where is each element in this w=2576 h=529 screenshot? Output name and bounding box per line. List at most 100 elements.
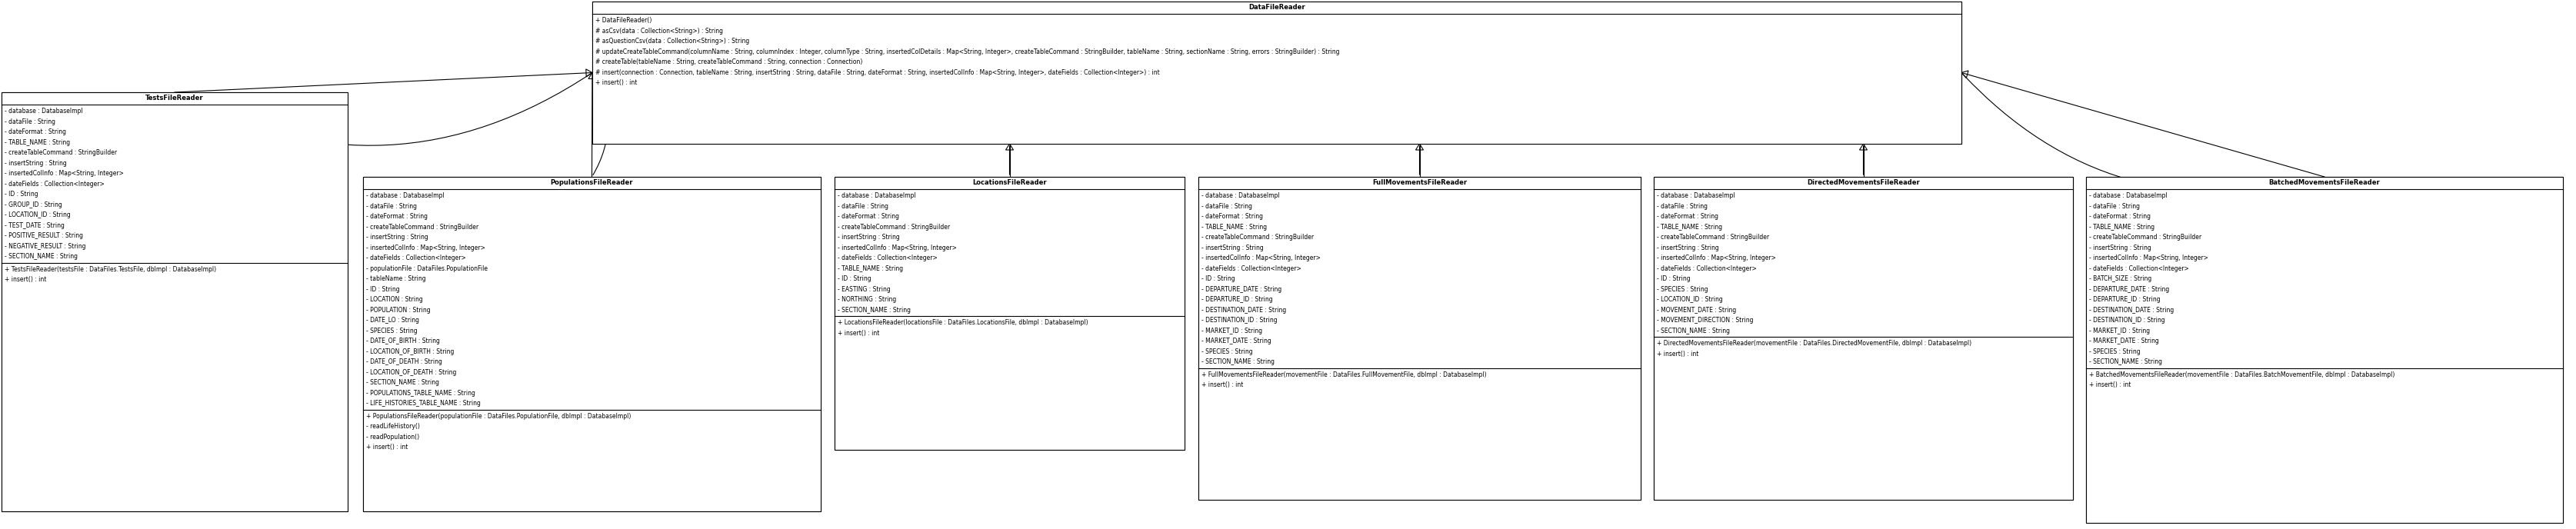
Text: - POPULATIONS_TABLE_NAME : String: - POPULATIONS_TABLE_NAME : String: [366, 390, 474, 397]
Text: - MOVEMENT_DIRECTION : String: - MOVEMENT_DIRECTION : String: [1656, 317, 1754, 324]
Text: - DESTINATION_ID : String: - DESTINATION_ID : String: [2089, 317, 2164, 324]
Bar: [1198, 177, 1641, 500]
Text: - dateFormat : String: - dateFormat : String: [5, 129, 67, 135]
Text: - insertString : String: - insertString : String: [837, 234, 899, 241]
Text: - SPECIES : String: - SPECIES : String: [2089, 348, 2141, 355]
Bar: [2087, 177, 2563, 523]
Text: - dateFields : Collection<Integer>: - dateFields : Collection<Integer>: [366, 254, 466, 262]
Text: + insert() : int: + insert() : int: [837, 330, 878, 336]
Text: - SPECIES : String: - SPECIES : String: [366, 327, 417, 334]
Text: - insertString : String: - insertString : String: [1200, 244, 1265, 251]
Bar: [592, 2, 1960, 144]
Text: - LOCATION_ID : String: - LOCATION_ID : String: [5, 212, 70, 218]
Text: - dataFile : String: - dataFile : String: [1200, 203, 1252, 209]
Text: - createTableCommand : StringBuilder: - createTableCommand : StringBuilder: [5, 149, 116, 156]
Text: - insertedColInfo : Map<String, Integer>: - insertedColInfo : Map<String, Integer>: [1200, 254, 1321, 262]
Text: - insertString : String: - insertString : String: [366, 234, 428, 241]
Text: - database : DatabaseImpl: - database : DatabaseImpl: [1200, 193, 1280, 199]
Text: BatchedMovementsFileReader: BatchedMovementsFileReader: [2269, 179, 2380, 186]
Text: - dateFormat : String: - dateFormat : String: [1656, 213, 1718, 220]
Text: - BATCH_SIZE : String: - BATCH_SIZE : String: [2089, 276, 2151, 282]
Text: - dateFields : Collection<Integer>: - dateFields : Collection<Integer>: [5, 180, 106, 187]
Bar: [3, 92, 348, 512]
Text: - DATE_OF_BIRTH : String: - DATE_OF_BIRTH : String: [366, 338, 440, 345]
Text: + insert() : int: + insert() : int: [595, 79, 636, 86]
Text: - dateFields : Collection<Integer>: - dateFields : Collection<Integer>: [1200, 265, 1301, 272]
Text: - TABLE_NAME : String: - TABLE_NAME : String: [1656, 224, 1723, 231]
Text: - dateFields : Collection<Integer>: - dateFields : Collection<Integer>: [1656, 265, 1757, 272]
Text: - dataFile : String: - dataFile : String: [1656, 203, 1708, 209]
Text: - SECTION_NAME : String: - SECTION_NAME : String: [837, 307, 912, 314]
Text: - insertedColInfo : Map<String, Integer>: - insertedColInfo : Map<String, Integer>: [837, 244, 956, 251]
Text: - dateFormat : String: - dateFormat : String: [837, 213, 899, 220]
Text: + insert() : int: + insert() : int: [2089, 381, 2130, 388]
Text: - LOCATION_OF_BIRTH : String: - LOCATION_OF_BIRTH : String: [366, 348, 453, 355]
Text: - readLifeHistory(): - readLifeHistory(): [366, 423, 420, 430]
Text: + DirectedMovementsFileReader(movementFile : DataFiles.DirectedMovementFile, dbI: + DirectedMovementsFileReader(movementFi…: [1656, 340, 1971, 347]
Text: # asQuestionCsv(data : Collection<String>) : String: # asQuestionCsv(data : Collection<String…: [595, 38, 750, 45]
Text: - database : DatabaseImpl: - database : DatabaseImpl: [837, 193, 917, 199]
Text: - dataFile : String: - dataFile : String: [5, 118, 54, 125]
Text: - ID : String: - ID : String: [837, 276, 871, 282]
Text: + insert() : int: + insert() : int: [595, 79, 636, 86]
Text: - TABLE_NAME : String: - TABLE_NAME : String: [5, 139, 70, 146]
Text: DirectedMovementsFileReader: DirectedMovementsFileReader: [1806, 179, 1919, 186]
Text: - database : DatabaseImpl: - database : DatabaseImpl: [366, 193, 443, 199]
Text: - MARKET_ID : String: - MARKET_ID : String: [1200, 327, 1262, 334]
Text: + PopulationsFileReader(populationFile : DataFiles.PopulationFile, dbImpl : Data: + PopulationsFileReader(populationFile :…: [366, 413, 631, 419]
Text: - insertString : String: - insertString : String: [5, 160, 67, 167]
Text: - MARKET_ID : String: - MARKET_ID : String: [2089, 327, 2151, 334]
Bar: [2087, 177, 2563, 189]
Text: - database : DatabaseImpl: - database : DatabaseImpl: [5, 108, 82, 115]
Text: TestsFileReader: TestsFileReader: [144, 95, 204, 102]
Text: - database : DatabaseImpl: - database : DatabaseImpl: [1656, 193, 1736, 199]
Text: - LOCATION_OF_BIRTH : String: - LOCATION_OF_BIRTH : String: [366, 348, 453, 355]
Text: - NORTHING : String: - NORTHING : String: [837, 296, 896, 303]
Text: - POPULATION : String: - POPULATION : String: [366, 307, 430, 314]
Text: - DATE_LO : String: - DATE_LO : String: [366, 317, 420, 324]
Text: - dataFile : String: - dataFile : String: [1656, 203, 1708, 209]
Text: - BATCH_SIZE : String: - BATCH_SIZE : String: [2089, 276, 2151, 282]
Text: - DEPARTURE_DATE : String: - DEPARTURE_DATE : String: [2089, 286, 2169, 293]
Text: - populationFile : DataFiles.PopulationFile: - populationFile : DataFiles.PopulationF…: [366, 265, 487, 272]
Text: - TABLE_NAME : String: - TABLE_NAME : String: [837, 265, 904, 272]
Text: - insertString : String: - insertString : String: [5, 160, 67, 167]
Text: - insertedColInfo : Map<String, Integer>: - insertedColInfo : Map<String, Integer>: [1656, 254, 1775, 262]
Text: - createTableCommand : StringBuilder: - createTableCommand : StringBuilder: [837, 224, 951, 231]
Text: - populationFile : DataFiles.PopulationFile: - populationFile : DataFiles.PopulationF…: [366, 265, 487, 272]
Text: - DEPARTURE_ID : String: - DEPARTURE_ID : String: [2089, 296, 2161, 303]
Text: - NEGATIVE_RESULT : String: - NEGATIVE_RESULT : String: [5, 243, 85, 250]
Text: - ID : String: - ID : String: [366, 286, 399, 293]
Text: - LOCATION : String: - LOCATION : String: [366, 296, 422, 303]
Text: - TEST_DATE : String: - TEST_DATE : String: [5, 222, 64, 229]
Text: + insert() : int: + insert() : int: [1200, 381, 1244, 388]
Text: - DEPARTURE_DATE : String: - DEPARTURE_DATE : String: [1200, 286, 1283, 293]
Text: PopulationsFileReader: PopulationsFileReader: [551, 179, 634, 186]
Text: - MARKET_DATE : String: - MARKET_DATE : String: [1200, 338, 1273, 345]
Text: - dataFile : String: - dataFile : String: [366, 203, 417, 209]
Text: - DESTINATION_ID : String: - DESTINATION_ID : String: [1200, 317, 1278, 324]
Text: FullMovementsFileReader: FullMovementsFileReader: [1373, 179, 1466, 186]
Text: - LOCATION_ID : String: - LOCATION_ID : String: [1656, 296, 1723, 303]
Text: - insertString : String: - insertString : String: [366, 234, 428, 241]
Text: - dateFormat : String: - dateFormat : String: [1200, 213, 1262, 220]
Bar: [363, 177, 822, 189]
Text: # asCsv(data : Collection<String>) : String: # asCsv(data : Collection<String>) : Str…: [595, 28, 724, 34]
Text: - MOVEMENT_DATE : String: - MOVEMENT_DATE : String: [1656, 307, 1736, 314]
Text: - dateFields : Collection<Integer>: - dateFields : Collection<Integer>: [1656, 265, 1757, 272]
Text: # asCsv(data : Collection<String>) : String: # asCsv(data : Collection<String>) : Str…: [595, 28, 724, 34]
Bar: [1198, 177, 1641, 189]
Text: + FullMovementsFileReader(movementFile : DataFiles.FullMovementFile, dbImpl : Da: + FullMovementsFileReader(movementFile :…: [1200, 371, 1486, 378]
Text: - readPopulation(): - readPopulation(): [366, 433, 420, 440]
Bar: [835, 177, 1185, 189]
Text: + LocationsFileReader(locationsFile : DataFiles.LocationsFile, dbImpl : Database: + LocationsFileReader(locationsFile : Da…: [837, 320, 1087, 326]
Text: LocationsFileReader: LocationsFileReader: [971, 179, 1046, 186]
Text: - DESTINATION_DATE : String: - DESTINATION_DATE : String: [2089, 307, 2174, 314]
Bar: [2087, 177, 2563, 523]
Text: - SECTION_NAME : String: - SECTION_NAME : String: [1656, 327, 1731, 334]
Text: - ID : String: - ID : String: [5, 191, 39, 198]
Text: - insertString : String: - insertString : String: [1656, 244, 1718, 251]
Text: - LIFE_HISTORIES_TABLE_NAME : String: - LIFE_HISTORIES_TABLE_NAME : String: [366, 400, 482, 407]
Text: - MARKET_DATE : String: - MARKET_DATE : String: [2089, 338, 2159, 345]
Text: - database : DatabaseImpl: - database : DatabaseImpl: [2089, 193, 2166, 199]
